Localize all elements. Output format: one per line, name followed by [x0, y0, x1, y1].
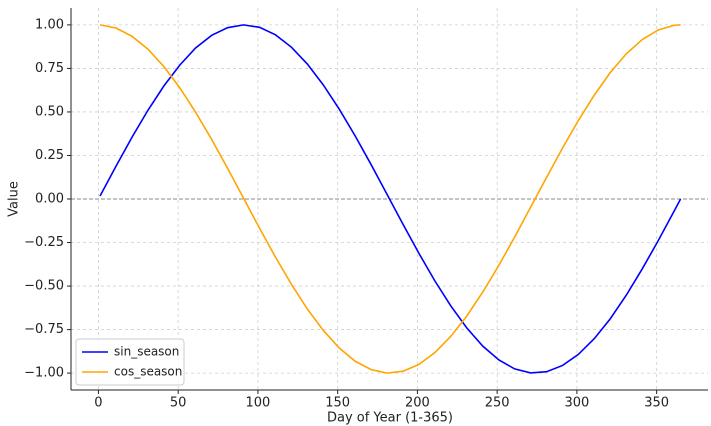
- y-tick-label: −0.75: [24, 322, 64, 337]
- y-tick-label: 1.00: [35, 17, 64, 32]
- x-tick-label: 100: [246, 396, 271, 411]
- x-tick-label: 300: [564, 396, 589, 411]
- x-tick-label: 150: [325, 396, 350, 411]
- legend-label: cos_season: [114, 365, 182, 379]
- x-tick-label: 50: [170, 396, 187, 411]
- y-tick-label: 0.50: [35, 104, 64, 119]
- y-axis-label: Value: [7, 181, 22, 217]
- x-tick-label: 0: [94, 396, 102, 411]
- line-series: [99, 24, 681, 374]
- x-tick-label: 350: [644, 396, 669, 411]
- y-tick-label: 0.00: [35, 192, 64, 207]
- y-tick-label: −0.25: [24, 235, 64, 250]
- y-tick-label: 0.75: [35, 61, 64, 76]
- x-tick-label: 250: [485, 396, 510, 411]
- legend-box: [75, 338, 185, 386]
- y-tick-label: 0.25: [35, 148, 64, 163]
- x-tick-label: 200: [405, 396, 430, 411]
- line-series: [99, 24, 682, 374]
- y-tick-label: −0.50: [24, 279, 64, 294]
- y-tick-label: −1.00: [24, 366, 64, 381]
- legend: sin_season cos_season: [75, 338, 185, 386]
- x-axis-label: Day of Year (1-365): [327, 411, 453, 426]
- legend-label: sin_season: [114, 345, 179, 359]
